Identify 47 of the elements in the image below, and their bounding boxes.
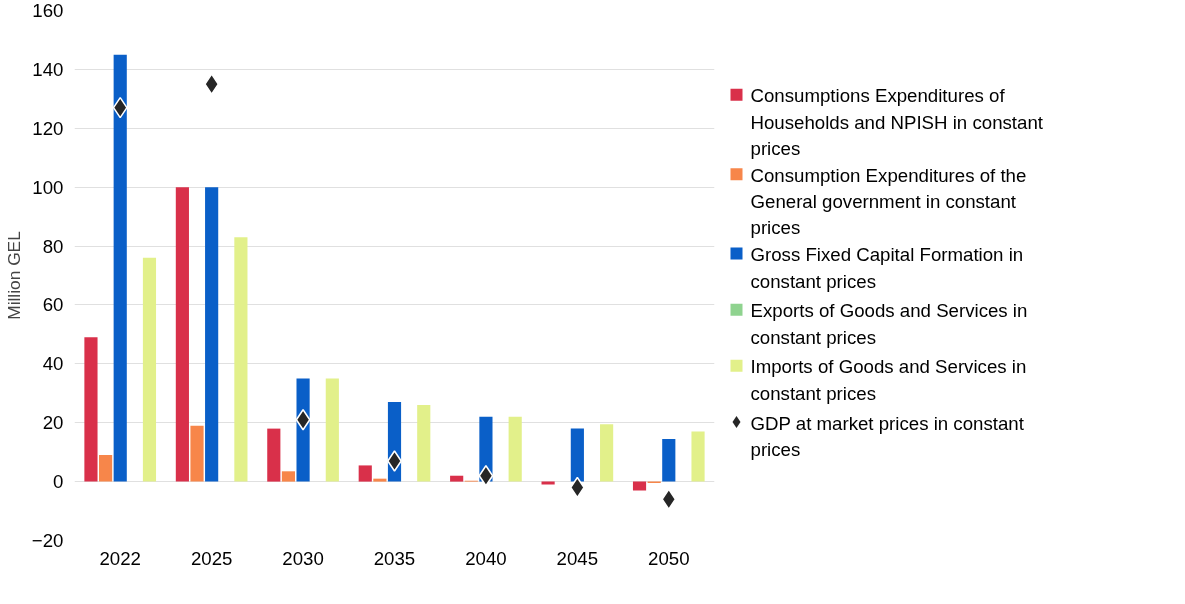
y-axis-title: Million GEL — [3, 230, 24, 320]
bar — [190, 425, 204, 482]
bar — [175, 187, 189, 482]
x-tick-label: 2040 — [465, 547, 507, 569]
bar — [325, 378, 339, 482]
bar — [417, 405, 431, 482]
x-tick-label: 2025 — [190, 547, 233, 569]
bar — [267, 428, 281, 482]
y-tick-label: 80 — [42, 235, 64, 257]
bar — [358, 465, 372, 482]
bar — [205, 187, 219, 482]
bar — [691, 431, 705, 482]
bar — [541, 481, 555, 485]
y-tick-label: 160 — [32, 0, 64, 21]
point — [204, 73, 220, 95]
bar — [373, 478, 387, 482]
bar — [570, 428, 584, 482]
y-tick-label: 120 — [32, 117, 64, 139]
legend-label: Gross Fixed Capital Formation in constant prices — [750, 244, 1024, 292]
y-tick-label: 60 — [42, 294, 64, 316]
legend-label: GDP at market prices in constant prices — [750, 412, 1025, 460]
bar — [113, 54, 127, 482]
legend-label: Exports of Goods and Services in constant prices — [750, 300, 1028, 348]
legend-label: Imports of Goods and Services in constant prices — [750, 356, 1027, 404]
x-tick-label: 2022 — [99, 547, 141, 569]
y-tick-label: 140 — [32, 58, 64, 80]
y-tick-label: 40 — [42, 353, 64, 375]
x-tick-label: 2050 — [648, 547, 690, 569]
bar — [600, 424, 614, 482]
bar — [234, 237, 248, 482]
bar — [84, 337, 98, 482]
y-tick-label: 20 — [42, 412, 64, 434]
x-tick-label: 2030 — [282, 547, 324, 569]
bar — [632, 481, 647, 491]
x-tick-label: 2035 — [373, 547, 416, 569]
bar — [99, 455, 113, 482]
bar — [662, 438, 676, 482]
y-tick-label: 100 — [32, 176, 64, 198]
bar — [508, 416, 522, 482]
bar — [281, 471, 296, 482]
legend-label: Consumptions Expenditures of Households and NPISH in constant prices — [750, 85, 1044, 159]
y-tick-label: 0 — [53, 471, 64, 493]
x-tick-label: 2045 — [556, 547, 599, 569]
legend-label: Consumption Expenditures of the General government in constant prices — [750, 164, 1027, 239]
y-tick-label: −20 — [31, 530, 64, 551]
bar — [142, 257, 157, 482]
bar — [450, 475, 464, 482]
